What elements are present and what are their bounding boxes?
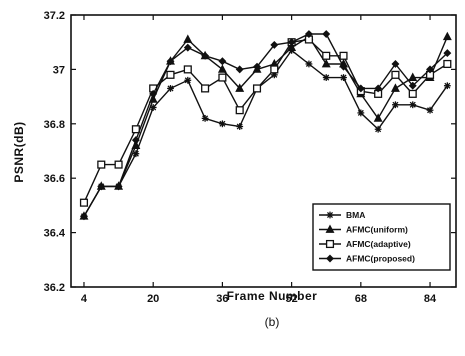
data-point-diamond xyxy=(374,84,383,93)
y-tick-label: 37.2 xyxy=(44,10,65,22)
data-point-diamond xyxy=(253,62,261,71)
data-point-diamond xyxy=(356,84,365,93)
series-line-2 xyxy=(83,38,448,203)
series-line-3 xyxy=(83,33,448,217)
data-point-diamond xyxy=(391,59,400,68)
data-point-star xyxy=(201,114,209,122)
data-point-diamond xyxy=(166,57,175,66)
data-point-square xyxy=(79,198,89,207)
data-point-square xyxy=(339,51,348,60)
data-point-star xyxy=(305,60,313,68)
data-point-triangle xyxy=(442,31,452,41)
data-point-star xyxy=(357,109,365,117)
data-point-diamond xyxy=(339,62,348,71)
data-point-square xyxy=(322,51,331,60)
data-point-star xyxy=(340,74,347,81)
series-line-0 xyxy=(83,49,448,217)
data-point-diamond xyxy=(201,51,210,60)
figure-caption: (b) xyxy=(265,315,280,329)
data-point-diamond xyxy=(408,81,417,90)
data-point-square xyxy=(114,160,123,169)
data-point-diamond xyxy=(326,254,334,263)
x-tick-label: 52 xyxy=(285,293,297,305)
data-point-diamond xyxy=(131,136,140,145)
legend-label: BMA xyxy=(346,210,365,220)
data-point-star xyxy=(326,211,334,219)
data-point-diamond xyxy=(114,182,123,191)
x-axis-label: Frame Number xyxy=(227,289,318,303)
x-tick-label: 4 xyxy=(81,293,88,305)
x-tick-label: 84 xyxy=(424,293,437,305)
data-point-diamond xyxy=(322,30,331,39)
x-tick-label: 20 xyxy=(147,293,159,305)
plot-frame xyxy=(70,14,457,288)
data-point-square xyxy=(408,89,417,98)
legend-label: AFMC(proposed) xyxy=(346,254,415,264)
data-point-diamond xyxy=(287,38,296,47)
legend: BMA AFMC(uniform) AFMC(adaptive) AFMC(propo… xyxy=(312,203,451,271)
data-point-square xyxy=(201,84,210,93)
data-point-diamond xyxy=(97,182,106,191)
data-point-diamond xyxy=(183,43,192,52)
data-point-star xyxy=(392,101,399,109)
data-point-square xyxy=(183,65,192,74)
data-point-star xyxy=(322,74,330,81)
data-point-star xyxy=(426,106,434,114)
data-point-square xyxy=(391,70,400,79)
data-point-diamond xyxy=(235,65,244,74)
x-tick-label: 68 xyxy=(355,293,367,305)
data-point-star xyxy=(374,125,382,133)
y-tick-label: 36.8 xyxy=(44,119,65,131)
data-point-star xyxy=(167,85,174,92)
data-point-diamond xyxy=(426,65,435,74)
series-lines xyxy=(79,30,452,221)
data-point-triangle xyxy=(325,224,335,233)
data-point-square xyxy=(443,59,452,69)
data-point-triangle xyxy=(390,83,400,92)
data-point-diamond xyxy=(218,57,227,66)
y-tick-label: 36.6 xyxy=(44,173,65,185)
data-point-square xyxy=(218,73,227,82)
data-point-square xyxy=(166,70,175,79)
y-tick-label: 36.4 xyxy=(44,228,66,240)
data-point-star xyxy=(184,76,192,84)
x-tick-label: 36 xyxy=(216,293,228,305)
data-point-star xyxy=(236,123,244,130)
plot-area-border xyxy=(70,14,457,288)
legend-label: AFMC(adaptive) xyxy=(346,239,411,249)
series-line-1 xyxy=(83,35,448,217)
data-point-square xyxy=(235,106,244,115)
y-tick-label: 36.2 xyxy=(44,282,65,294)
data-point-diamond xyxy=(304,30,313,39)
y-tick-label: 37 xyxy=(53,64,65,76)
data-point-star xyxy=(409,101,417,109)
data-point-square xyxy=(97,160,106,169)
data-point-triangle xyxy=(183,34,193,43)
axis-ticks: 36.2 36.4 36.6 36.8 37 37.2 4 20 36 52 68 84 xyxy=(44,10,456,305)
data-point-triangle xyxy=(373,113,383,122)
data-point-triangle xyxy=(408,72,418,81)
data-point-star xyxy=(132,150,140,158)
y-axis-label: PSNR(dB) xyxy=(12,121,26,182)
data-point-triangle xyxy=(217,64,227,73)
data-point-star xyxy=(219,120,226,128)
data-point-diamond xyxy=(149,89,158,98)
data-point-triangle xyxy=(321,58,331,68)
data-point-triangle xyxy=(287,42,297,52)
data-point-square xyxy=(325,239,335,249)
data-point-diamond xyxy=(443,49,452,58)
data-point-triangle xyxy=(235,83,245,92)
data-point-diamond xyxy=(80,212,88,221)
data-point-diamond xyxy=(270,40,279,49)
data-point-square xyxy=(131,125,140,134)
data-point-square xyxy=(270,65,279,74)
data-point-square xyxy=(252,84,262,93)
legend-label: AFMC(uniform) xyxy=(346,225,408,235)
data-point-star xyxy=(443,82,451,90)
